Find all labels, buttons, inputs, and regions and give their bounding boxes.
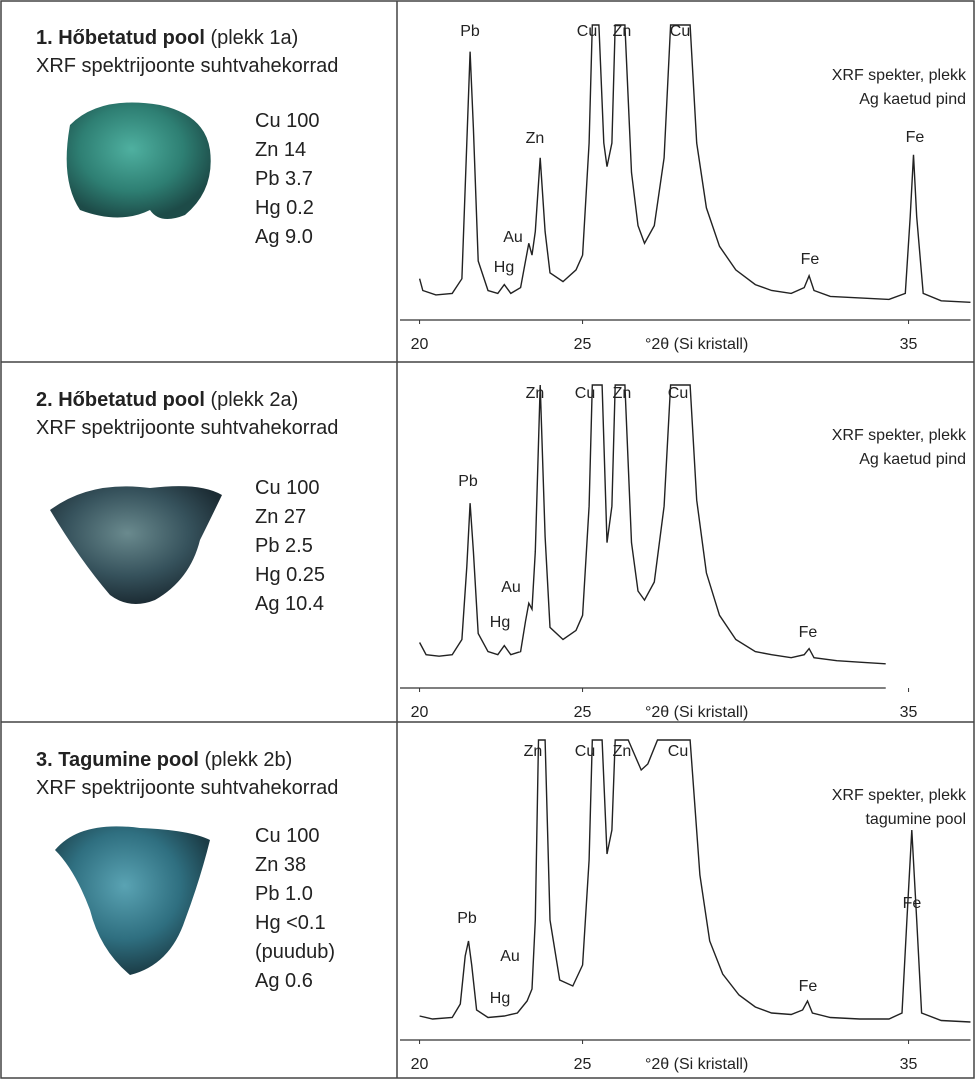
composition-line: Zn 14 (255, 139, 306, 161)
peak-label: Cu (575, 743, 595, 760)
annotation: XRF spekter, plekk (832, 427, 967, 444)
peak-label: Zn (526, 385, 545, 402)
peak-label: Pb (458, 473, 478, 490)
peak-label: Fe (903, 895, 922, 912)
composition-line: Hg 0.2 (255, 197, 314, 219)
peak-label: Zn (524, 743, 543, 760)
composition-line: Ag 10.4 (255, 593, 324, 615)
peak-label: Zn (613, 743, 632, 760)
peak-label: Hg (494, 259, 514, 276)
sample-photo (50, 486, 222, 604)
panel-title-bold: 2. Hőbetatud pool (36, 389, 205, 411)
peak-label: Hg (490, 990, 510, 1007)
x-tick-label: 20 (411, 1056, 429, 1073)
composition-line: Pb 3.7 (255, 168, 313, 190)
figure: 1. Hőbetatud pool (plekk 1a) XRF spektrij… (0, 0, 975, 1079)
annotation: tagumine pool (865, 811, 966, 828)
peak-label: Fe (801, 251, 820, 268)
x-tick-label: 35 (900, 704, 918, 721)
sample-photo (67, 103, 211, 220)
peak-label: Zn (613, 23, 632, 40)
x-axis-label: °2θ (Si kristall) (645, 704, 748, 721)
x-tick-label: 35 (900, 1056, 918, 1073)
annotation: Ag kaetud pind (859, 91, 966, 108)
panel-subtitle: XRF spektrijoonte suhtvahekorrad (36, 55, 338, 77)
composition-line: Hg <0.1 (255, 912, 326, 934)
peak-label: Au (501, 579, 521, 596)
panel-subtitle: XRF spektrijoonte suhtvahekorrad (36, 777, 338, 799)
peak-label: Pb (457, 910, 477, 927)
x-tick-label: 20 (411, 704, 429, 721)
peak-label: Fe (799, 624, 818, 641)
peak-label: Zn (526, 130, 545, 147)
composition-line: Ag 0.6 (255, 970, 313, 992)
peak-label: Pb (460, 23, 480, 40)
composition-line: Ag 9.0 (255, 226, 313, 248)
peak-label: Cu (670, 23, 690, 40)
x-tick-label: 35 (900, 336, 918, 353)
peak-label: Au (500, 948, 520, 965)
composition-line: Hg 0.25 (255, 564, 325, 586)
composition-line: Cu 100 (255, 477, 320, 499)
panel-subtitle: XRF spektrijoonte suhtvahekorrad (36, 417, 338, 439)
composition-line: Zn 27 (255, 506, 306, 528)
peak-label: Cu (668, 385, 688, 402)
panel-title-rest: (plekk 2a) (205, 389, 298, 411)
peak-label: Fe (906, 129, 925, 146)
annotation: XRF spekter, plekk (832, 787, 967, 804)
x-axis-label: °2θ (Si kristall) (645, 336, 748, 353)
peak-label: Zn (613, 385, 632, 402)
x-tick-label: 25 (574, 704, 592, 721)
panel-title: 2. Hőbetatud pool (plekk 2a) (36, 389, 298, 411)
x-axis-label: °2θ (Si kristall) (645, 1056, 748, 1073)
sample-photo (55, 826, 210, 975)
panel-title-bold: 1. Hőbetatud pool (36, 27, 205, 49)
panel-title-rest: (plekk 1a) (205, 27, 298, 49)
annotation: XRF spekter, plekk (832, 67, 967, 84)
x-tick-label: 20 (411, 336, 429, 353)
panel-title: 1. Hőbetatud pool (plekk 1a) (36, 27, 298, 49)
spectrum-line (420, 740, 971, 1022)
annotation: Ag kaetud pind (859, 451, 966, 468)
composition-line: Cu 100 (255, 110, 320, 132)
composition-line: (puudub) (255, 941, 335, 963)
peak-label: Fe (799, 978, 818, 995)
composition-line: Pb 2.5 (255, 535, 313, 557)
panel-title-rest: (plekk 2b) (199, 749, 292, 771)
panel-title: 3. Tagumine pool (plekk 2b) (36, 749, 292, 771)
composition-line: Zn 38 (255, 854, 306, 876)
peak-label: Hg (490, 614, 510, 631)
peak-label: Cu (577, 23, 597, 40)
x-tick-label: 25 (574, 336, 592, 353)
peak-label: Cu (575, 385, 595, 402)
composition-line: Pb 1.0 (255, 883, 313, 905)
composition-line: Cu 100 (255, 825, 320, 847)
x-tick-label: 25 (574, 1056, 592, 1073)
peak-label: Au (503, 229, 523, 246)
peak-label: Cu (668, 743, 688, 760)
panel-title-bold: 3. Tagumine pool (36, 749, 199, 771)
